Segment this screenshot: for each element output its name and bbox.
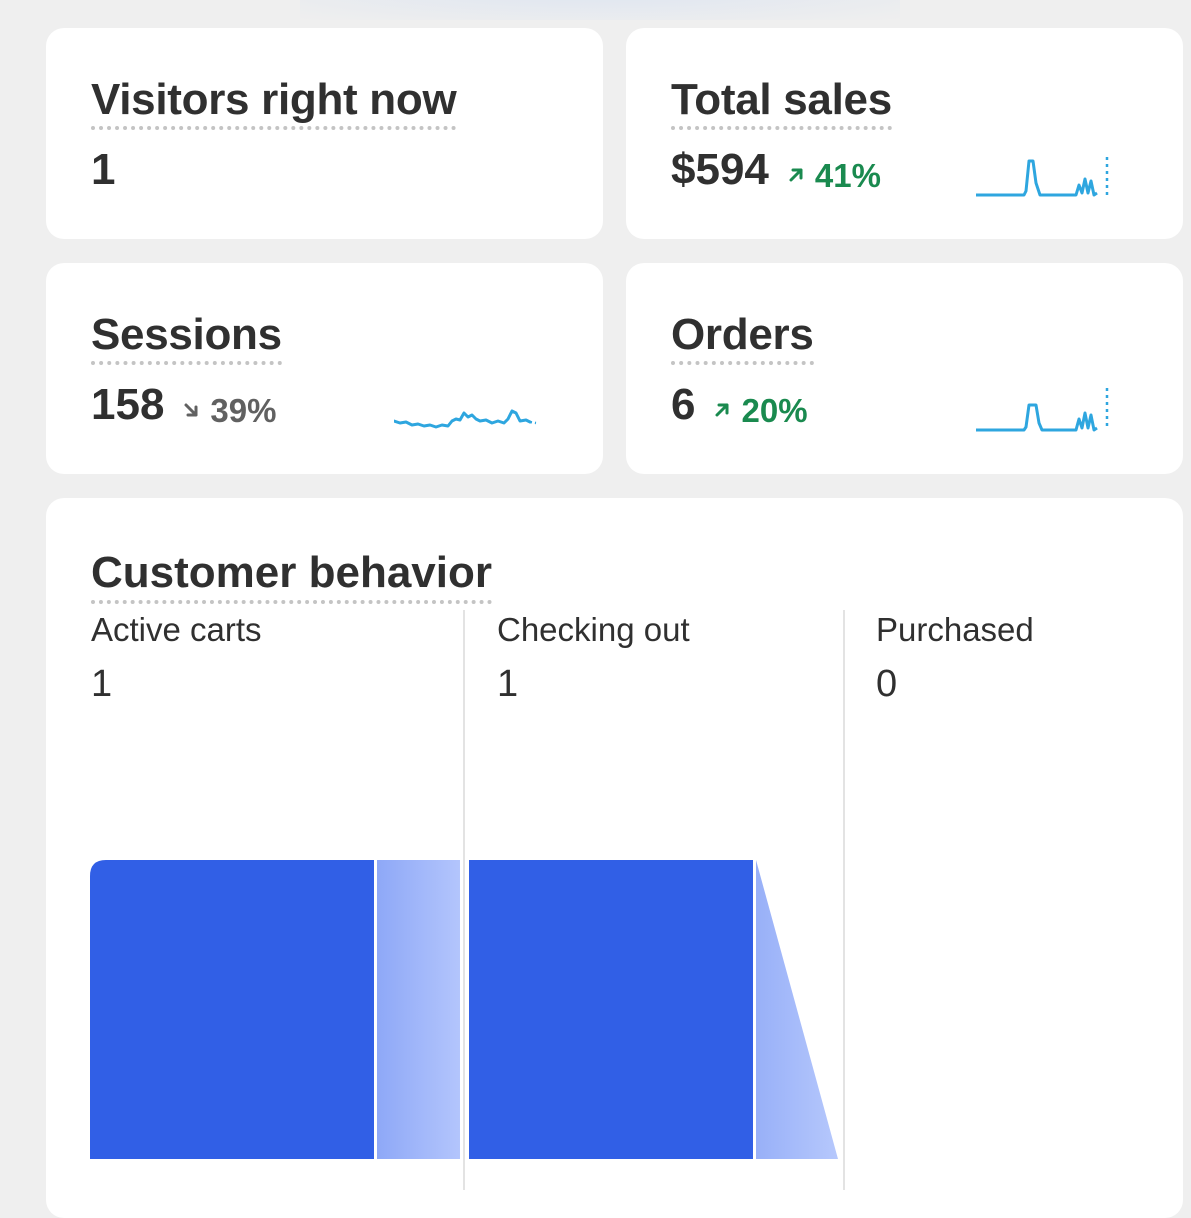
sessions-delta: 39% xyxy=(182,394,276,427)
orders-title[interactable]: Orders xyxy=(671,310,814,366)
funnel-bar-active-carts xyxy=(90,860,374,1159)
stage-value: 1 xyxy=(91,662,113,705)
visitors-title[interactable]: Visitors right now xyxy=(91,75,457,131)
total-sales-title[interactable]: Total sales xyxy=(671,75,892,131)
stage-label: Active carts xyxy=(91,611,262,648)
total-sales-delta-text: 41% xyxy=(814,156,881,194)
total-sales-card[interactable]: Total sales $594 41% xyxy=(626,28,1183,239)
funnel-dropoff-active-carts xyxy=(377,860,460,1159)
top-glow xyxy=(300,0,900,20)
visitors-card[interactable]: Visitors right now 1 xyxy=(46,28,603,239)
orders-sparkline xyxy=(976,388,1109,432)
orders-metric: 6 20% xyxy=(671,383,808,427)
orders-value: 6 xyxy=(671,380,696,429)
sessions-value: 158 xyxy=(91,380,165,429)
orders-delta: 20% xyxy=(713,391,808,429)
total-sales-value: $594 xyxy=(671,145,769,194)
sessions-sparkline xyxy=(394,409,537,429)
sessions-delta-text: 39% xyxy=(210,391,277,429)
arrow-down-right-icon xyxy=(184,403,198,417)
sessions-metric: 158 39% xyxy=(91,383,276,427)
sessions-card[interactable]: Sessions 158 39% xyxy=(46,263,603,474)
customer-behavior-card[interactable]: Customer behavior Active carts 1 Checkin… xyxy=(46,498,1183,1218)
stage-checking-out: Checking out 1 xyxy=(497,610,690,707)
sessions-title[interactable]: Sessions xyxy=(91,310,282,366)
stage-active-carts: Active carts 1 xyxy=(91,610,262,707)
stage-divider xyxy=(843,610,845,1190)
total-sales-delta: 41% xyxy=(787,159,881,192)
stage-purchased: Purchased 0 xyxy=(876,610,1034,707)
arrow-up-right-icon xyxy=(715,403,729,417)
total-sales-metric: $594 41% xyxy=(671,148,881,192)
orders-card[interactable]: Orders 6 20% xyxy=(626,263,1183,474)
stage-divider xyxy=(463,610,465,1190)
arrow-up-right-icon xyxy=(789,168,803,182)
customer-behavior-title[interactable]: Customer behavior xyxy=(91,548,492,604)
stage-value: 1 xyxy=(497,662,519,705)
funnel-chart xyxy=(90,860,838,1159)
total-sales-sparkline xyxy=(976,157,1109,197)
stage-value: 0 xyxy=(876,662,898,705)
orders-delta-text: 20% xyxy=(741,391,808,429)
funnel-dropoff-checking-out xyxy=(756,860,838,1159)
visitors-metric: 1 xyxy=(91,148,115,192)
stage-label: Checking out xyxy=(497,611,690,648)
stage-label: Purchased xyxy=(876,611,1034,648)
visitors-value: 1 xyxy=(91,145,116,194)
funnel-bar-checking-out xyxy=(469,860,753,1159)
